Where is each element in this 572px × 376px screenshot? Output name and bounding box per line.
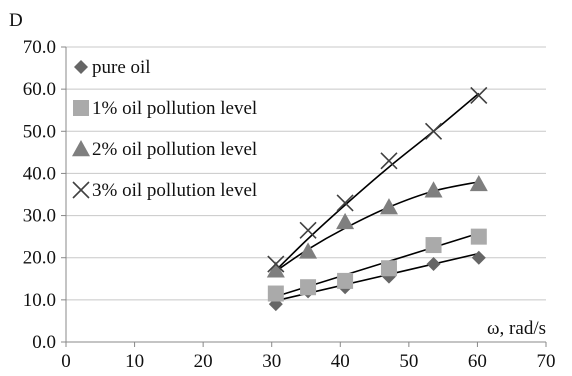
point-series-3-2-stroke-b: [336, 194, 354, 212]
y-tick-label-7: 70.0: [23, 37, 56, 58]
tick-labels: 0 10 20 30 40 50 60 70 0.0 10.0 20.0 30.0 40.0 50.0 60…: [23, 37, 556, 372]
point-series-0-4: [426, 257, 441, 272]
legend: pure oil 1% oil pollution level 2% oil pol…: [72, 57, 257, 201]
y-axis-label: D: [9, 10, 23, 31]
legend-marker-3: [72, 181, 90, 199]
y-tick-label-5: 50.0: [23, 121, 56, 142]
legend-label-0: pure oil: [92, 57, 151, 78]
point-series-2-1: [299, 242, 318, 259]
y-tick-label-3: 30.0: [23, 206, 56, 227]
point-series-3-5: [470, 86, 488, 105]
legend-label-2: 2% oil pollution level: [92, 139, 257, 160]
point-series-2-4: [424, 181, 443, 198]
legend-marker-0: [74, 60, 88, 74]
x-tick-label-2: 20: [194, 351, 213, 372]
point-series-3-1-stroke-b: [299, 221, 317, 239]
point-series-1-2: [337, 272, 354, 289]
point-series-1-0: [267, 285, 284, 302]
trend-lines: [275, 92, 480, 302]
point-series-3-3: [380, 152, 398, 170]
y-tick-label-4: 40.0: [23, 163, 56, 184]
y-tick-label-2: 20.0: [23, 248, 56, 269]
y-tick-label-6: 60.0: [23, 79, 56, 100]
y-tick-label-0: 0.0: [32, 332, 56, 353]
legend-marker-3-stroke-b: [72, 181, 90, 199]
x-tick-label-5: 50: [399, 351, 418, 372]
grid-lines: [66, 46, 546, 301]
point-series-3-1: [299, 221, 317, 239]
point-series-3-0: [267, 255, 285, 273]
point-series-1-1: [300, 279, 317, 296]
point-series-1-3: [380, 260, 397, 277]
point-series-3-4-stroke-b: [424, 122, 443, 140]
legend-label-3: 3% oil pollution level: [92, 180, 257, 201]
x-tick-label-3: 30: [262, 351, 281, 372]
x-tick-label-6: 60: [468, 351, 487, 372]
legend-marker-1: [73, 100, 89, 116]
point-series-3-3-stroke-b: [380, 152, 398, 170]
point-series-0-5: [471, 250, 486, 265]
point-series-2-3: [379, 198, 398, 215]
point-series-3-0-stroke-b: [267, 255, 285, 273]
x-tick-label-7: 70: [537, 351, 556, 372]
axes: [61, 46, 547, 347]
data-points: [266, 86, 488, 312]
legend-marker-2: [72, 140, 90, 157]
x-tick-label-0: 0: [61, 351, 71, 372]
trendline-series-3: [275, 92, 480, 271]
x-axis-label: ω, rad/s: [487, 318, 546, 339]
x-tick-label-1: 10: [125, 351, 144, 372]
point-series-3-5-stroke-b: [470, 86, 488, 105]
point-series-3-2: [336, 194, 354, 212]
point-series-3-4: [424, 122, 443, 140]
point-series-2-5: [469, 174, 488, 192]
point-series-2-2: [336, 212, 355, 230]
point-series-2-0: [266, 261, 285, 278]
legend-label-1: 1% oil pollution level: [92, 98, 257, 119]
point-series-1-4: [425, 237, 442, 254]
y-tick-label-1: 10.0: [23, 290, 56, 311]
x-tick-label-4: 40: [331, 351, 350, 372]
point-series-1-5: [470, 228, 487, 245]
